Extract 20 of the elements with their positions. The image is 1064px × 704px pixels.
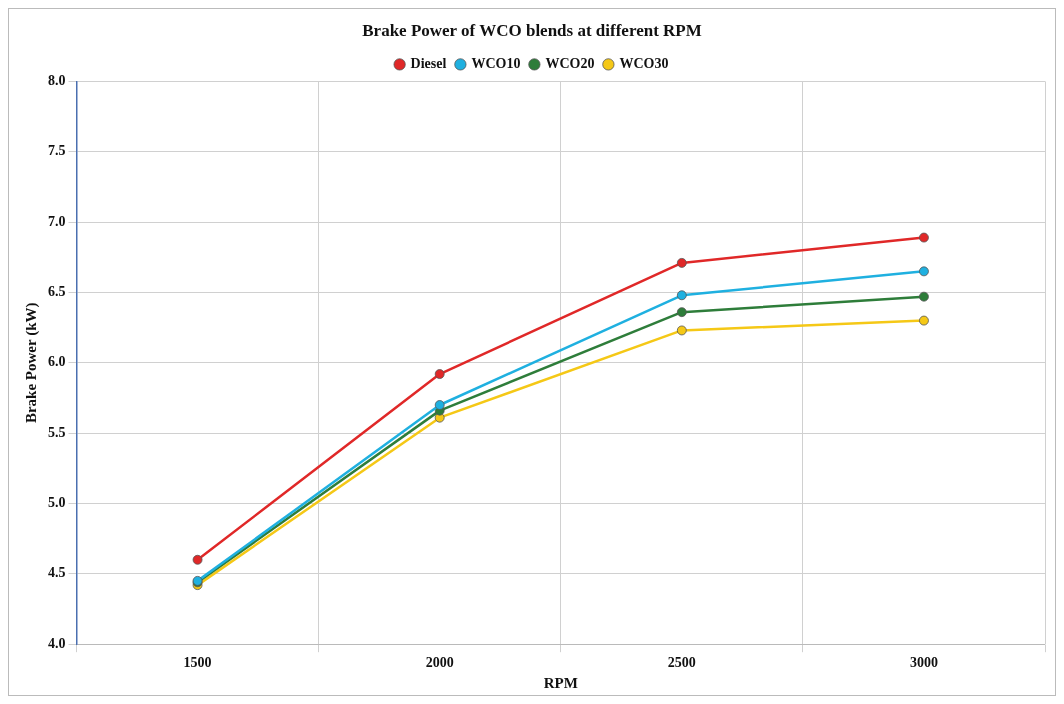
legend-label: Diesel (410, 56, 447, 72)
legend-label: WCO30 (619, 56, 669, 72)
y-axis-title: Brake Power (kW) (22, 302, 40, 424)
y-tick-label: 6.5 (48, 284, 66, 300)
y-tick-label: 7.5 (48, 143, 66, 159)
x-tick-label: 2000 (425, 655, 454, 671)
y-tick-label: 5.0 (48, 495, 66, 511)
y-tick-label: 4.5 (48, 565, 66, 581)
y-tick-label: 8.0 (48, 73, 66, 89)
chart-title: Brake Power of WCO blends at different RPM (362, 20, 702, 40)
x-axis-title: RPM (543, 674, 578, 691)
legend-label: WCO10 (471, 56, 521, 72)
x-tick-label: 2500 (667, 655, 696, 671)
y-tick-label: 6.0 (48, 354, 66, 370)
y-tick-label: 4.0 (48, 635, 66, 651)
legend-label: WCO20 (545, 56, 595, 72)
y-tick-label: 5.5 (48, 424, 66, 440)
x-tick-label: 3000 (909, 655, 938, 671)
x-tick-label: 1500 (183, 655, 212, 671)
y-tick-label: 7.0 (48, 213, 66, 229)
